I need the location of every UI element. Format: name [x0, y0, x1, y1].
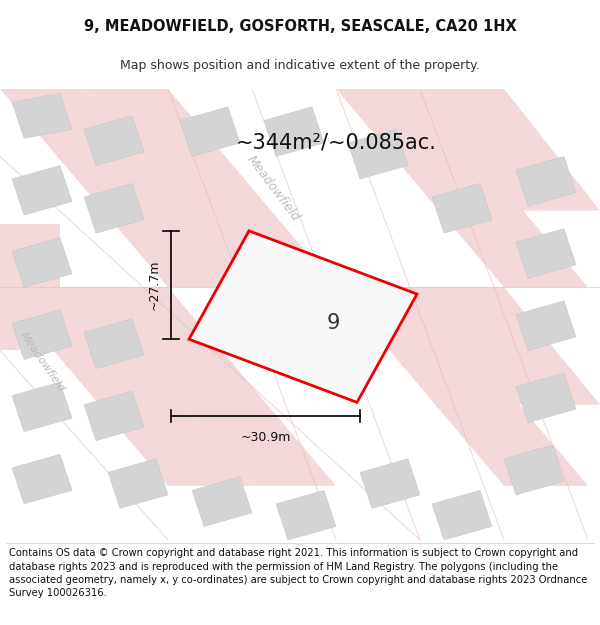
Polygon shape: [189, 231, 417, 402]
Polygon shape: [84, 89, 336, 288]
Polygon shape: [84, 116, 144, 166]
Polygon shape: [84, 184, 144, 233]
Polygon shape: [84, 288, 336, 486]
Polygon shape: [432, 491, 492, 540]
Polygon shape: [336, 89, 588, 288]
Polygon shape: [180, 107, 240, 156]
Polygon shape: [84, 391, 144, 441]
Polygon shape: [504, 445, 564, 495]
Text: ~344m²/~0.085ac.: ~344m²/~0.085ac.: [236, 133, 436, 153]
Polygon shape: [192, 477, 252, 526]
Polygon shape: [12, 382, 72, 432]
Polygon shape: [0, 89, 252, 288]
Text: ~30.9m: ~30.9m: [241, 431, 290, 444]
Polygon shape: [348, 129, 408, 179]
Text: Meadowfield: Meadowfield: [17, 330, 67, 394]
Polygon shape: [336, 288, 588, 486]
Polygon shape: [264, 107, 324, 156]
Polygon shape: [84, 319, 144, 369]
Polygon shape: [516, 229, 576, 278]
Text: ~27.7m: ~27.7m: [148, 260, 161, 310]
Polygon shape: [12, 166, 72, 215]
Polygon shape: [432, 184, 492, 233]
Text: 9: 9: [326, 313, 340, 333]
Text: Contains OS data © Crown copyright and database right 2021. This information is : Contains OS data © Crown copyright and d…: [9, 549, 587, 598]
Polygon shape: [108, 459, 168, 508]
Polygon shape: [360, 459, 420, 508]
Polygon shape: [516, 373, 576, 423]
Polygon shape: [0, 288, 252, 486]
Text: Map shows position and indicative extent of the property.: Map shows position and indicative extent…: [120, 59, 480, 72]
Text: 9, MEADOWFIELD, GOSFORTH, SEASCALE, CA20 1HX: 9, MEADOWFIELD, GOSFORTH, SEASCALE, CA20…: [83, 19, 517, 34]
Polygon shape: [12, 310, 72, 359]
Polygon shape: [12, 238, 72, 288]
Polygon shape: [516, 156, 576, 206]
Polygon shape: [516, 301, 576, 351]
Polygon shape: [420, 288, 600, 404]
Polygon shape: [12, 454, 72, 504]
Polygon shape: [276, 491, 336, 540]
Polygon shape: [12, 93, 72, 138]
Text: Meadowfield: Meadowfield: [244, 152, 302, 223]
Polygon shape: [0, 224, 60, 351]
Polygon shape: [420, 89, 600, 211]
